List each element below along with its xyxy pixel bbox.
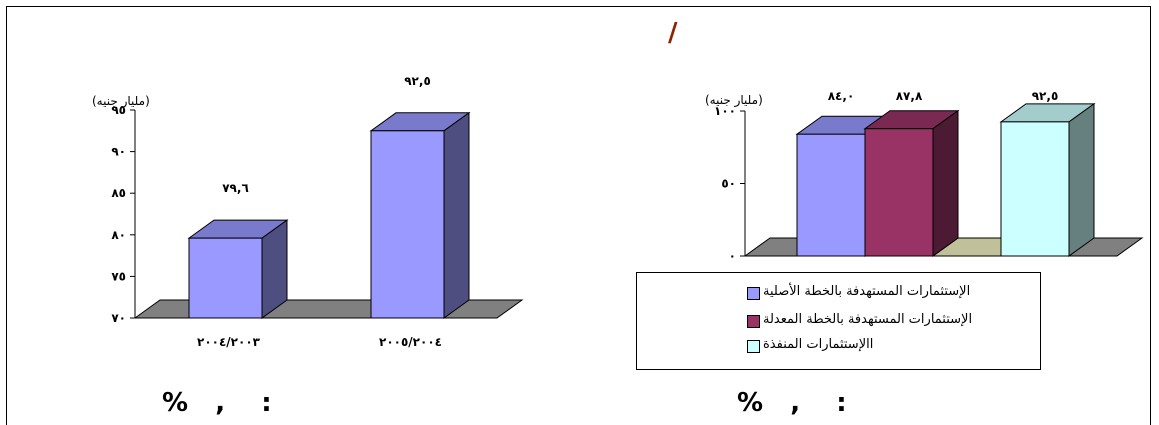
bar [864, 128, 934, 257]
bar-side [1068, 102, 1095, 257]
x-tick-label: ٢٠٠٥/٢٠٠٤ [379, 335, 442, 349]
bar-value-label: ٩٢,٥ [404, 74, 431, 88]
left-caption: % , : [162, 388, 272, 418]
bar [796, 133, 866, 257]
bar [188, 237, 263, 319]
bar [1000, 121, 1070, 257]
bar-side [932, 109, 959, 257]
right-caption: % , : [737, 388, 847, 418]
bar-value-label: ٨٧,٨ [896, 89, 923, 103]
bar [370, 130, 445, 319]
legend-swatch [747, 340, 760, 353]
y-tick-label: ١٠٠ [714, 104, 736, 118]
y-axis-unit-label: (مليار جنيه) [705, 93, 763, 108]
y-tick-label: ٧٥ [111, 269, 126, 283]
legend-label: الإستثمارات المستهدفة بالخطة الأصلية [763, 284, 971, 299]
header-mark: / [668, 18, 678, 48]
legend-item-executed: االإستثمارات المنفذة [637, 336, 1040, 358]
y-tick-label: ٩٠ [111, 145, 126, 159]
legend-item-original-plan: الإستثمارات المستهدفة بالخطة الأصلية [637, 283, 1040, 305]
y-tick-label: ٧٠ [111, 311, 126, 325]
figure-frame [6, 6, 1151, 425]
y-tick-label: ٩٥ [111, 103, 126, 117]
x-tick-label: ٢٠٠٤/٢٠٠٣ [197, 335, 261, 349]
y-tick-label: ٥٠ [721, 177, 736, 191]
legend-label: الإستثمارات المستهدفة بالخطة المعدلة [763, 312, 973, 327]
chart-legend: الإستثمارات المستهدفة بالخطة الأصلية الإ… [636, 272, 1041, 370]
y-axis-unit-label: (مليار جنيه) [92, 94, 150, 109]
y-tick-label: ٨٠ [111, 228, 126, 242]
y-tick-label: ٨٥ [111, 186, 126, 200]
y-tick-label: ٠ [729, 249, 736, 263]
bar-value-label: ٧٩,٦ [222, 181, 249, 195]
legend-swatch [747, 287, 760, 300]
legend-item-revised-plan: الإستثمارات المستهدفة بالخطة المعدلة [637, 311, 1040, 333]
legend-swatch [747, 315, 760, 328]
legend-label: االإستثمارات المنفذة [763, 337, 874, 352]
bar-value-label: ٩٢,٥ [1032, 89, 1059, 103]
bar-value-label: ٨٤,٠ [828, 89, 855, 103]
